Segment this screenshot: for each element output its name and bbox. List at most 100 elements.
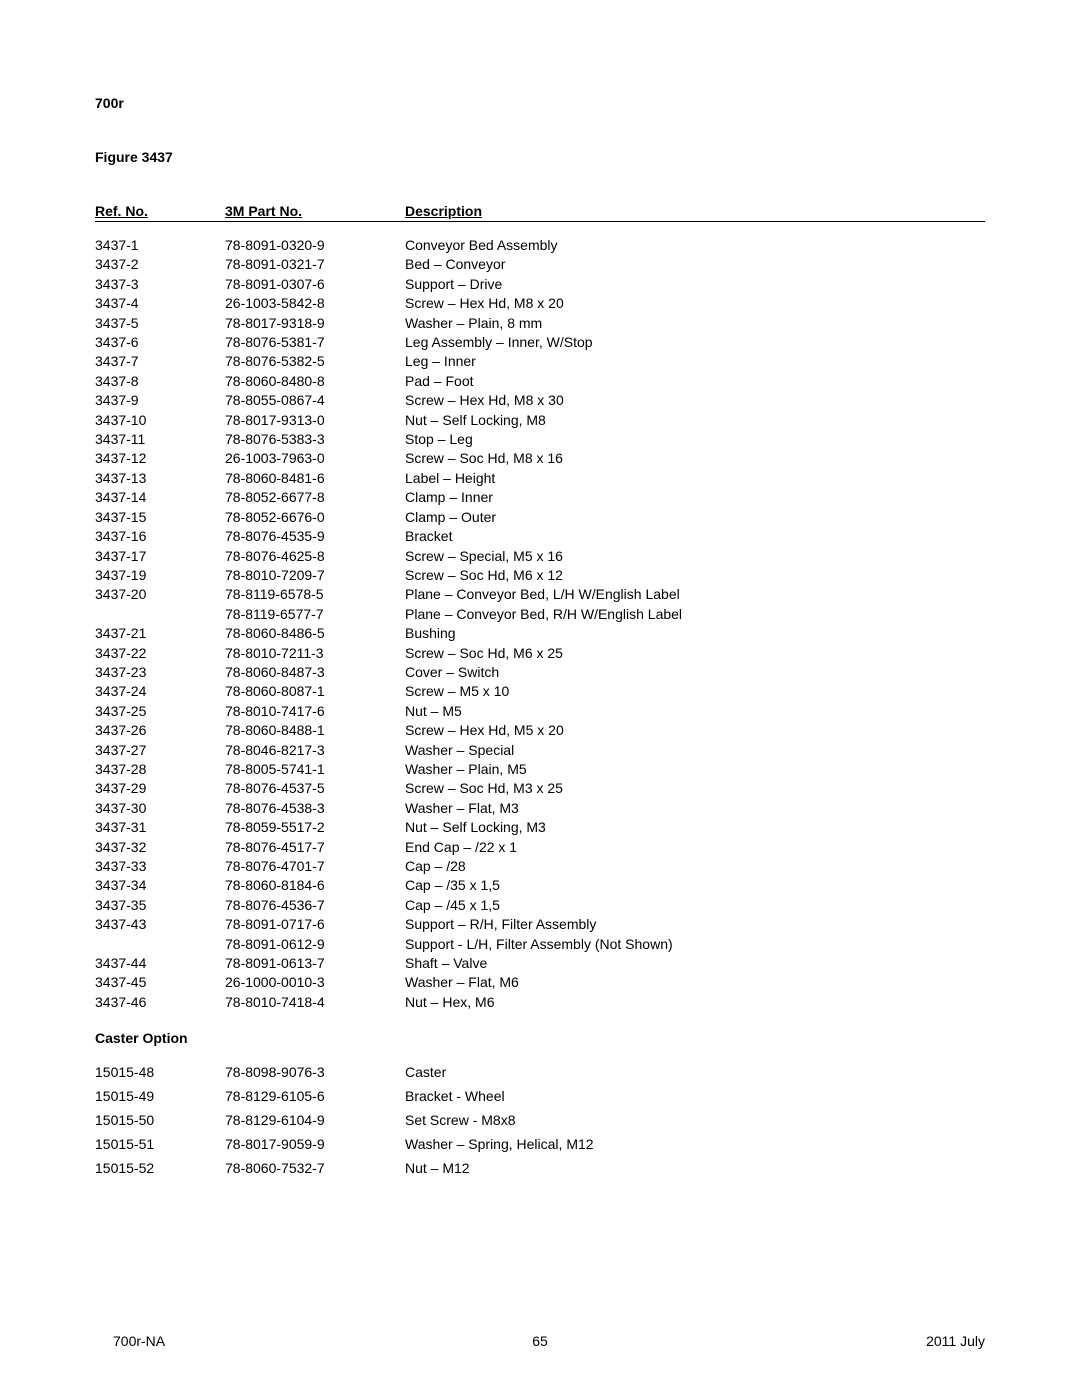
cell-desc: Nut – Hex, M6 [405,993,985,1012]
table-row: 3437-878-8060-8480-8Pad – Foot [95,372,985,391]
table-row: 3437-3378-8076-4701-7Cap – /28 [95,857,985,876]
cell-part: 78-8091-0717-6 [225,915,405,934]
cell-ref: 3437-26 [95,721,225,740]
cell-part: 78-8017-9313-0 [225,411,405,430]
footer-right: 2011 July [926,1333,985,1349]
table-row: 3437-1678-8076-4535-9Bracket [95,527,985,546]
cell-part: 78-8076-4538-3 [225,799,405,818]
table-row: 3437-4478-8091-0613-7Shaft – Valve [95,954,985,973]
cell-desc: Bracket [405,527,985,546]
table-row: 15015-4878-8098-9076-3Caster [95,1060,985,1084]
table-row: 3437-2578-8010-7417-6Nut – M5 [95,702,985,721]
table-row: 3437-3478-8060-8184-6Cap – /35 x 1,5 [95,876,985,895]
cell-part: 78-8055-0867-4 [225,391,405,410]
cell-ref: 3437-34 [95,876,225,895]
cell-ref: 3437-43 [95,915,225,934]
cell-desc: Cap – /45 x 1,5 [405,896,985,915]
cell-ref: 3437-11 [95,430,225,449]
table-row: 3437-778-8076-5382-5Leg – Inner [95,352,985,371]
cell-desc: Washer – Special [405,741,985,760]
table-row: 3437-678-8076-5381-7Leg Assembly – Inner… [95,333,985,352]
table-header: Ref. No. 3M Part No. Description [95,203,985,222]
cell-desc: Washer – Plain, M5 [405,760,985,779]
table-row: 3437-426-1003-5842-8Screw – Hex Hd, M8 x… [95,294,985,313]
cell-desc: Washer – Flat, M3 [405,799,985,818]
table-row: 3437-1078-8017-9313-0Nut – Self Locking,… [95,411,985,430]
cell-ref: 3437-28 [95,760,225,779]
cell-ref: 3437-30 [95,799,225,818]
cell-ref: 3437-22 [95,644,225,663]
caster-heading: Caster Option [95,1030,985,1046]
cell-ref: 3437-10 [95,411,225,430]
cell-ref: 15015-50 [95,1108,225,1132]
cell-desc: Leg Assembly – Inner, W/Stop [405,333,985,352]
cell-ref: 3437-46 [95,993,225,1012]
cell-ref: 3437-4 [95,294,225,313]
cell-ref: 15015-48 [95,1060,225,1084]
table-row: 78-8119-6577-7Plane – Conveyor Bed, R/H … [95,605,985,624]
cell-part: 78-8060-8087-1 [225,682,405,701]
cell-desc: Pad – Foot [405,372,985,391]
cell-desc: Screw – Soc Hd, M3 x 25 [405,779,985,798]
cell-part: 78-8017-9318-9 [225,314,405,333]
cell-ref: 3437-25 [95,702,225,721]
col-header-desc: Description [405,203,985,219]
table-row: 3437-978-8055-0867-4Screw – Hex Hd, M8 x… [95,391,985,410]
cell-part: 78-8129-6105-6 [225,1084,405,1108]
cell-desc: Label – Height [405,469,985,488]
cell-part: 78-8091-0320-9 [225,236,405,255]
cell-part: 78-8060-8480-8 [225,372,405,391]
cell-ref: 3437-29 [95,779,225,798]
cell-part: 78-8091-0613-7 [225,954,405,973]
table-row: 3437-1778-8076-4625-8Screw – Special, M5… [95,547,985,566]
page-footer: 700r-NA 65 2011 July [95,1333,985,1349]
cell-desc: Nut – Self Locking, M3 [405,818,985,837]
table-row: 3437-2478-8060-8087-1Screw – M5 x 10 [95,682,985,701]
table-row: 3437-278-8091-0321-7Bed – Conveyor [95,255,985,274]
cell-ref: 3437-32 [95,838,225,857]
cell-part: 78-8052-6677-8 [225,488,405,507]
table-row: 3437-4526-1000-0010-3Washer – Flat, M6 [95,973,985,992]
parts-list: 3437-178-8091-0320-9Conveyor Bed Assembl… [95,236,985,1012]
figure-label: Figure 3437 [95,149,985,165]
cell-part: 78-8098-9076-3 [225,1060,405,1084]
cell-desc: Screw – Hex Hd, M8 x 20 [405,294,985,313]
cell-ref: 3437-9 [95,391,225,410]
cell-desc: End Cap – /22 x 1 [405,838,985,857]
cell-desc: Bracket - Wheel [405,1084,985,1108]
cell-part: 78-8076-4701-7 [225,857,405,876]
cell-part: 78-8010-7211-3 [225,644,405,663]
cell-part: 78-8076-5381-7 [225,333,405,352]
cell-desc: Screw – Special, M5 x 16 [405,547,985,566]
cell-ref: 3437-44 [95,954,225,973]
cell-ref: 3437-35 [95,896,225,915]
cell-ref: 3437-17 [95,547,225,566]
table-row: 3437-578-8017-9318-9Washer – Plain, 8 mm [95,314,985,333]
table-row: 3437-178-8091-0320-9Conveyor Bed Assembl… [95,236,985,255]
cell-part: 78-8017-9059-9 [225,1132,405,1156]
cell-ref: 3437-45 [95,973,225,992]
cell-desc: Nut – M5 [405,702,985,721]
cell-part: 78-8010-7209-7 [225,566,405,585]
table-row: 3437-1478-8052-6677-8Clamp – Inner [95,488,985,507]
table-row: 3437-1978-8010-7209-7Screw – Soc Hd, M6 … [95,566,985,585]
table-row: 15015-5178-8017-9059-9Washer – Spring, H… [95,1132,985,1156]
cell-desc: Caster [405,1060,985,1084]
cell-desc: Screw – Soc Hd, M8 x 16 [405,449,985,468]
cell-desc: Washer – Plain, 8 mm [405,314,985,333]
cell-ref: 3437-33 [95,857,225,876]
cell-part: 78-8076-4517-7 [225,838,405,857]
cell-part: 78-8046-8217-3 [225,741,405,760]
cell-ref: 3437-19 [95,566,225,585]
table-row: 3437-3278-8076-4517-7End Cap – /22 x 1 [95,838,985,857]
cell-desc: Stop – Leg [405,430,985,449]
cell-part: 26-1000-0010-3 [225,973,405,992]
cell-ref [95,935,225,954]
cell-desc: Cap – /28 [405,857,985,876]
cell-desc: Support - L/H, Filter Assembly (Not Show… [405,935,985,954]
cell-part: 78-8010-7417-6 [225,702,405,721]
cell-desc: Clamp – Inner [405,488,985,507]
table-row: 3437-1578-8052-6676-0Clamp – Outer [95,508,985,527]
cell-desc: Screw – Hex Hd, M5 x 20 [405,721,985,740]
cell-ref: 3437-7 [95,352,225,371]
